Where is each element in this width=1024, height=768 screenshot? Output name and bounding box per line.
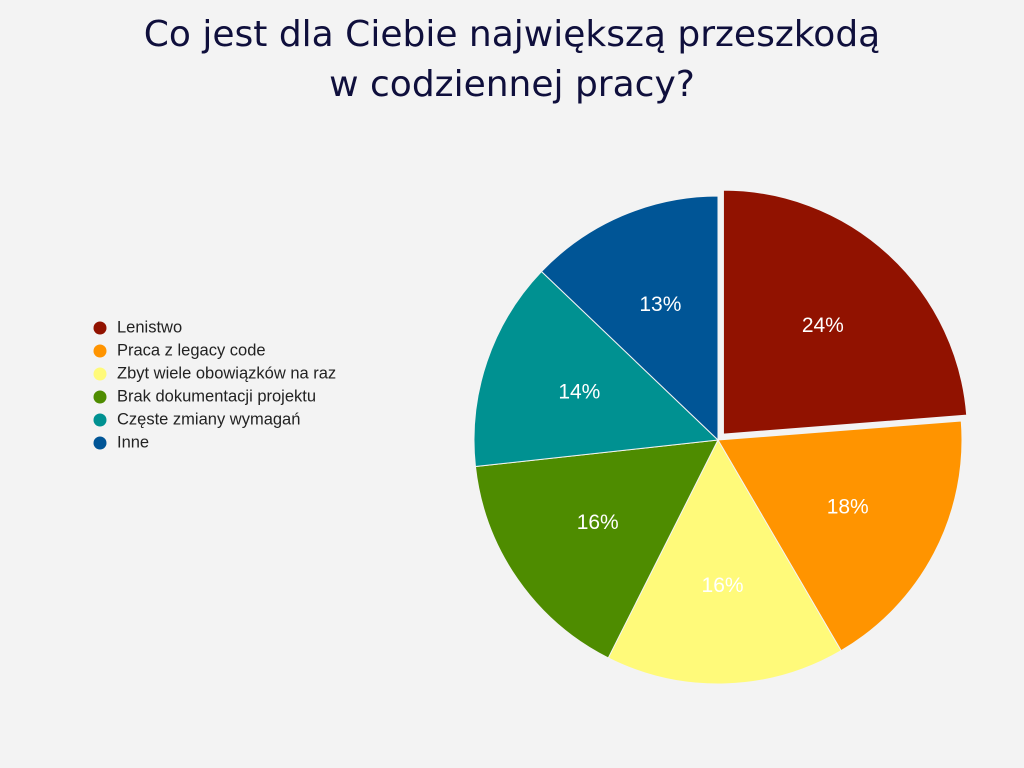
pie-slice — [607, 438, 842, 685]
legend-swatch — [93, 321, 107, 335]
data-label: 16% — [577, 511, 619, 534]
data-label: 16% — [702, 574, 744, 597]
chart-title: Co jest dla Ciebie największą przeszkodą — [144, 14, 881, 55]
pie-slice — [722, 189, 968, 435]
legend-label: Zbyt wiele obowiązków na raz — [117, 364, 336, 382]
chart-title: w codziennej pracy? — [329, 64, 695, 105]
legend-label: Brak dokumentacji projektu — [117, 387, 316, 405]
pie-slice — [474, 439, 719, 659]
legend-label: Inne — [117, 433, 149, 451]
pie-slice — [473, 270, 720, 468]
legend-label: Częste zmiany wymagań — [117, 410, 300, 428]
legend-label: Praca z legacy code — [117, 341, 266, 359]
data-label: 24% — [802, 314, 844, 337]
pie-slice — [717, 420, 963, 652]
data-label: 18% — [827, 495, 869, 518]
legend-swatch — [93, 413, 107, 427]
legend-label: Lenistwo — [117, 318, 182, 336]
legend-swatch — [93, 436, 107, 450]
legend-swatch — [93, 344, 107, 358]
legend-swatch — [93, 367, 107, 381]
legend-swatch — [93, 390, 107, 404]
data-label: 14% — [558, 381, 600, 404]
data-label: 13% — [639, 293, 681, 316]
pie-slice — [540, 195, 719, 442]
